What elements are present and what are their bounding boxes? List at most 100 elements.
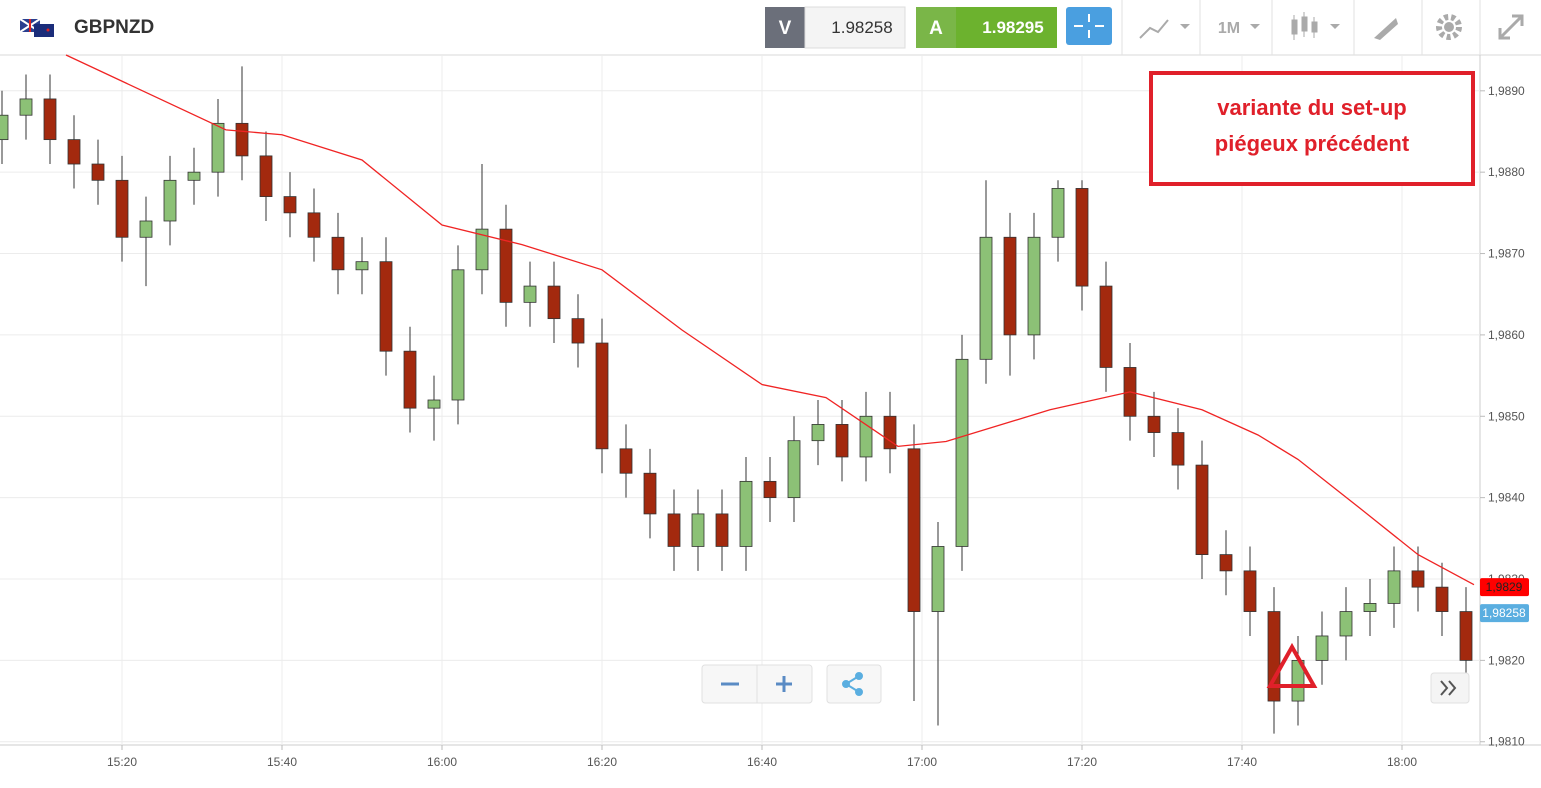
y-tick-label: 1,9860 [1488,328,1525,342]
x-tick-label: 17:00 [907,755,937,769]
candle-body [0,114,9,141]
candle-body [427,399,441,409]
symbol: GBPNZD [74,17,154,38]
price-marker [1480,578,1529,597]
candle-body [43,98,57,141]
candle-body [1339,611,1353,637]
candle-body [163,179,177,222]
draw-tool-button[interactable] [1374,18,1398,40]
dropdown-arrow [1180,24,1190,29]
candle-body [19,98,33,116]
zoom-in-button[interactable] [776,676,792,692]
candle-body [1459,611,1473,661]
y-tick-label: 1,9810 [1488,735,1525,749]
candle-body [739,480,753,547]
candle-body [1411,570,1425,588]
share-icon [842,672,863,696]
candle-body [1099,285,1113,368]
settings-button[interactable] [1436,14,1462,40]
candle-body [1219,554,1233,572]
toolbar-separators [1121,0,1481,55]
crosshair-button[interactable] [1066,7,1112,45]
share-button[interactable] [826,664,882,704]
candle-body [763,480,777,499]
candle-body [1171,432,1185,466]
candle-body [1027,236,1041,336]
candles-button[interactable] [1291,12,1318,40]
candle-body [235,122,249,157]
candle-body [1051,188,1065,238]
candle-body [643,472,657,515]
candle-body [1243,570,1257,612]
candle-body [523,285,537,303]
x-tick-label: 16:40 [747,755,777,769]
candle-body [307,212,321,238]
candle-body [475,228,489,271]
candle-body [283,196,297,214]
x-tick-label: 18:00 [1387,755,1417,769]
candle-body [1387,570,1401,604]
candle-body [259,155,273,197]
candle-body [1315,635,1329,661]
candle-body [547,285,561,320]
candle-body [1435,586,1449,612]
candle-body [1363,603,1377,612]
candle-body [787,440,801,499]
price-marker-label: 1,98258 [1482,606,1526,620]
candle-body [715,513,729,547]
sell-price-box[interactable] [804,6,906,49]
candle-body [595,342,609,450]
buy-price-box[interactable] [956,7,1057,48]
candle-body [691,513,705,547]
annotation-text: piégeux précédent [1215,131,1410,156]
buy-label: A [929,18,943,39]
x-tick-label: 15:40 [267,755,297,769]
timeframe[interactable]: 1M [1218,20,1240,37]
scroll-end-icon [1440,680,1457,696]
y-tick-label: 1,9890 [1488,84,1525,98]
dropdown-arrow [1330,24,1340,29]
x-tick-label: 15:20 [107,755,137,769]
price-marker-label: 1,9829 [1486,580,1523,594]
y-tick-label: 1,9880 [1488,165,1525,179]
chart-type-button[interactable] [1139,19,1169,39]
plot-area: 1,9829 1,98258 [0,54,1529,734]
flag [19,18,54,37]
buy-price: 1.98295 [982,18,1043,37]
candle-body [67,139,81,165]
candle-body [331,236,345,271]
y-tick-label: 1,9820 [1488,653,1525,667]
y-tick-label: 1,9840 [1488,491,1525,505]
annotation-triangle [1266,642,1318,688]
candle-body [403,350,417,409]
candle-body [835,424,849,458]
buy-button[interactable] [916,7,956,48]
fullscreen-button[interactable] [1498,14,1524,40]
moving-average-line [65,54,1475,586]
candle-body [907,448,921,612]
candle-body [955,358,969,547]
candle-body [883,415,897,450]
candle-body [979,236,993,360]
sell-label: V [779,18,792,39]
sell-button[interactable] [765,7,805,48]
y-tick-label: 1,9870 [1488,247,1525,261]
candle-body [139,220,153,238]
candle-body [1267,611,1281,702]
annotation-text: variante du set-up [1217,95,1406,120]
candle-body [499,228,513,303]
candle-body [1075,188,1089,287]
scroll-end-button[interactable] [1430,672,1470,704]
candle-body [115,179,129,238]
y-tick-label: 1,9850 [1488,409,1525,423]
crosshair-icon [1074,14,1104,38]
settings-icon [1444,22,1454,32]
price-marker [1480,604,1529,623]
sell-price: 1.98258 [831,18,892,37]
x-tick-label: 17:40 [1227,755,1257,769]
candle-body [667,513,681,547]
x-tick-label: 17:20 [1067,755,1097,769]
x-tick-label: 16:20 [587,755,617,769]
x-tick-label: 16:00 [427,755,457,769]
